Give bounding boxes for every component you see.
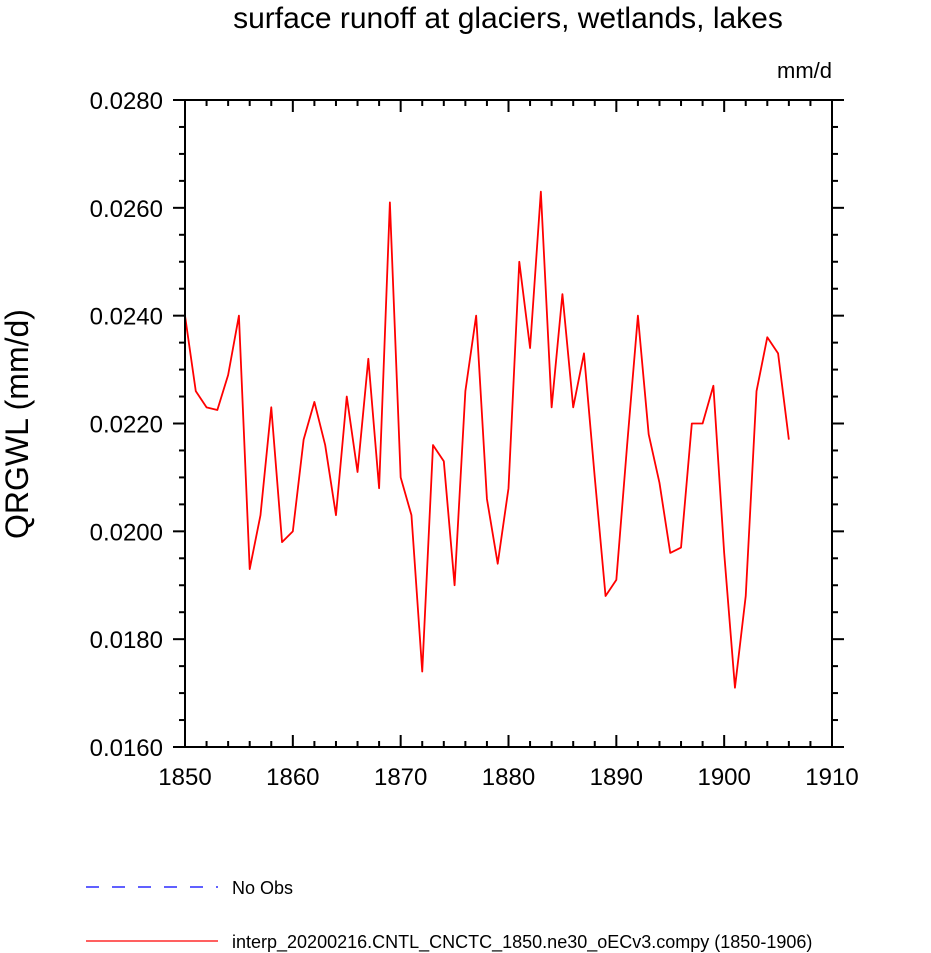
legend: No Obs interp_20200216.CNTL_CNCTC_1850.n… [86,878,812,953]
y-axis-label: QRGWL (mm/d) [0,309,35,539]
plot-frame [184,99,833,748]
x-tick-label: 1890 [590,764,643,791]
x-tick-label: 1850 [158,764,211,791]
y-tick-label: 0.0260 [90,196,163,223]
legend-label-no-obs: No Obs [232,878,293,898]
axes-layer: 1850 1860 1870 1880 1890 1900 1910 0.0160 0.0180… [90,88,859,791]
y-tick-label: 0.0240 [90,304,163,331]
x-tick-label: 1880 [482,764,535,791]
units-label: mm/d [777,58,832,83]
legend-label-model: interp_20200216.CNTL_CNCTC_1850.ne30_oEC… [232,932,812,953]
x-tick-label: 1900 [697,764,750,791]
x-tick-label: 1870 [374,764,427,791]
y-tick-label: 0.0220 [90,412,163,439]
x-tick-label: 1860 [266,764,319,791]
y-tick-label: 0.0160 [90,735,163,762]
series-line-1 [184,190,790,689]
y-tick-label: 0.0180 [90,627,163,654]
y-tick-label: 0.0200 [90,519,163,546]
x-tick-label: 1910 [805,764,858,791]
chart-title: surface runoff at glaciers, wetlands, la… [233,2,783,35]
series-layer [184,190,790,689]
y-tick-label: 0.0280 [90,88,163,115]
